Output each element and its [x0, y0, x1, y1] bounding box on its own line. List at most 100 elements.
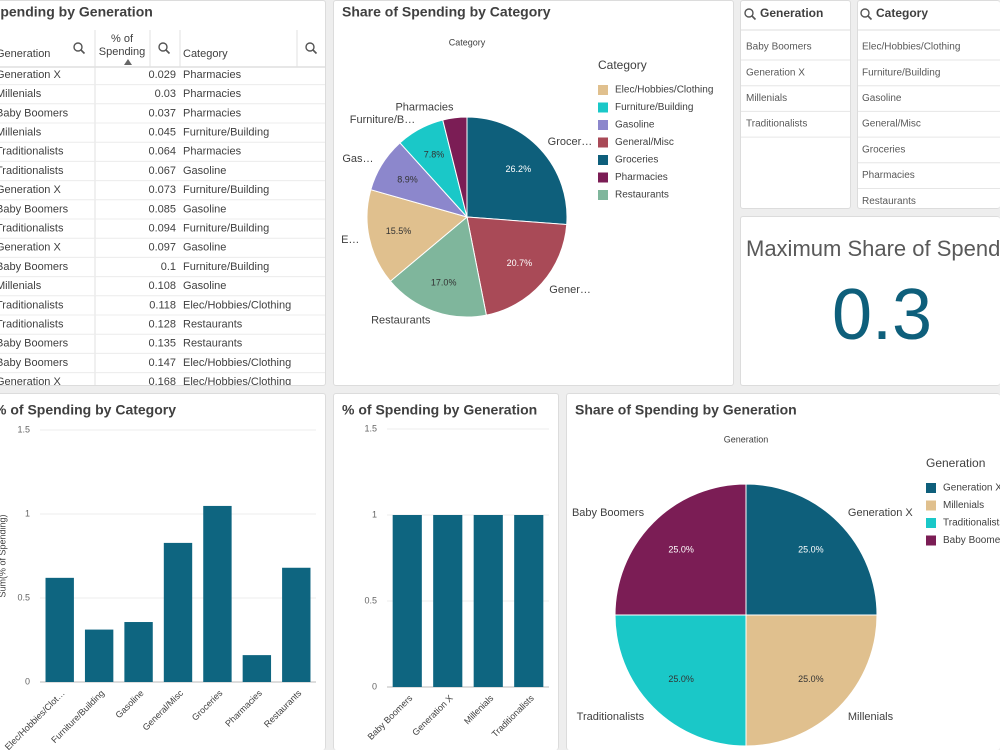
- bar: [84, 629, 114, 682]
- x-tick-label: Millenials: [462, 693, 496, 727]
- column-header: % of Spending: [98, 33, 146, 58]
- y-tick-label: 1: [372, 509, 377, 519]
- cell: Gasoline: [183, 165, 226, 177]
- pie-panel: Share of Spending by Category Category Gro…: [333, 0, 734, 386]
- legend-label: Furniture/Building: [615, 102, 693, 113]
- bar: [433, 515, 463, 687]
- filter: Generation Baby Boomers Generation X Millen…: [741, 6, 850, 138]
- cell: 0.097: [148, 242, 176, 254]
- bar: [282, 567, 311, 682]
- slice-label: Millenials: [848, 711, 894, 723]
- x-tick-label: Gasoline: [113, 688, 145, 720]
- filter-item[interactable]: Pharmacies: [862, 170, 915, 181]
- chart-title: Share of Spending by Category: [342, 4, 551, 20]
- x-tick-label: Traditionalists: [490, 693, 536, 739]
- slice-label: Gas…: [342, 153, 373, 165]
- cell: Gasoline: [183, 280, 226, 292]
- legend-swatch: [598, 172, 608, 183]
- filter-item[interactable]: Traditionalists: [746, 119, 807, 130]
- pie-panel: Share of Spending by Generation Generatio…: [566, 393, 1000, 750]
- bar: [163, 542, 193, 682]
- legend-label: Traditionalists: [943, 518, 1000, 529]
- search-icon: [165, 49, 171, 55]
- cell: Traditionalists: [0, 223, 64, 235]
- value-label: 17.0%: [431, 277, 457, 287]
- cell: Furniture/Building: [183, 127, 269, 139]
- cell: Traditionalists: [0, 165, 64, 177]
- cell: 0.067: [148, 165, 176, 177]
- cell: Pharmacies: [183, 146, 242, 158]
- pie-slice: [745, 483, 878, 616]
- value-label: 25.0%: [668, 545, 694, 555]
- chart-title: % of Spending by Generation: [342, 402, 537, 418]
- kpi-value: 0.3: [832, 275, 932, 355]
- kpi-title: Maximum Share of Spending: [746, 236, 1000, 261]
- filter-item[interactable]: Elec/Hobbies/Clothing: [862, 42, 960, 53]
- legend-label: Millenials: [943, 500, 984, 511]
- legend-swatch: [598, 102, 608, 113]
- filter-item[interactable]: Furniture/Building: [862, 67, 940, 78]
- filter-item[interactable]: General/Misc: [862, 119, 921, 130]
- pie-slice: [442, 116, 468, 218]
- filter-item[interactable]: Groceries: [862, 144, 905, 155]
- legend-label: Gasoline: [615, 120, 655, 131]
- search-icon: [744, 8, 754, 18]
- sort-arrow: [124, 59, 132, 65]
- cell: 0.094: [148, 223, 176, 235]
- y-tick-label: 0: [372, 681, 377, 691]
- filter-panel: Category Elec/Hobbies/Clothing Furniture/B…: [857, 0, 1000, 209]
- cell: 0.085: [148, 203, 176, 215]
- filter: Category Elec/Hobbies/Clothing Furniture/B…: [858, 6, 1000, 207]
- filter-item[interactable]: Gasoline: [862, 93, 902, 104]
- pie-slice: [389, 216, 487, 318]
- cell: Gasoline: [183, 242, 226, 254]
- bar: [124, 622, 153, 682]
- kpi-panel: Maximum Share of Spending 0.3: [740, 216, 1000, 386]
- search-icon: [867, 15, 873, 21]
- cell: Elec/Hobbies/Clothing: [183, 299, 291, 311]
- legend-label: Baby Boomers: [943, 535, 1000, 546]
- legend-title: Generation: [926, 456, 985, 470]
- y-tick-label: 0.5: [364, 595, 377, 605]
- slice-label: E…: [341, 234, 359, 246]
- cell: Elec/Hobbies/Clothing: [183, 357, 291, 369]
- cell: Pharmacies: [183, 107, 242, 119]
- table-panel: Spending by Generation Generation % of Spe…: [0, 0, 326, 386]
- cell: Furniture/Building: [183, 223, 269, 235]
- bar: [514, 515, 544, 687]
- slice-label: Pharmacies: [395, 102, 454, 114]
- search-icon: [860, 8, 870, 18]
- cell: Baby Boomers: [0, 338, 69, 350]
- cell: 0.128: [148, 319, 176, 331]
- filter-item[interactable]: Millenials: [746, 93, 787, 104]
- value-label: 25.0%: [668, 674, 694, 684]
- cell: Traditionalists: [0, 319, 64, 331]
- legend-swatch: [926, 500, 936, 511]
- filter-item[interactable]: Generation X: [746, 67, 805, 78]
- cell: 0.029: [148, 69, 176, 81]
- filter-item[interactable]: Baby Boomers: [746, 42, 812, 53]
- chart: Share of Spending by Category Category Gro…: [341, 4, 713, 327]
- chart-subtitle: Generation: [724, 434, 769, 444]
- cell: 0.037: [148, 107, 176, 119]
- value-label: 15.5%: [386, 226, 412, 236]
- cell: Generation X: [0, 184, 61, 196]
- cell: Elec/Hobbies/Clothing: [183, 376, 291, 386]
- cell: 0.118: [149, 299, 176, 311]
- cell: 0.073: [148, 184, 176, 196]
- legend-swatch: [598, 137, 608, 148]
- value-label: 25.0%: [798, 674, 824, 684]
- search-icon: [305, 42, 315, 52]
- pie-slice: [745, 614, 878, 747]
- column-header: Generation: [0, 48, 50, 60]
- slice-label: Generation X: [848, 507, 913, 519]
- chart-title: Share of Spending by Generation: [575, 402, 797, 418]
- kpi: Maximum Share of Spending 0.3: [746, 236, 1000, 355]
- filter-item[interactable]: Restaurants: [862, 196, 916, 207]
- y-tick-label: 0: [25, 676, 30, 686]
- chart-title: % of Spending by Category: [0, 402, 176, 418]
- y-tick-label: 1.5: [364, 423, 377, 433]
- legend-label: Groceries: [615, 155, 658, 166]
- value-label: 25.0%: [798, 545, 824, 555]
